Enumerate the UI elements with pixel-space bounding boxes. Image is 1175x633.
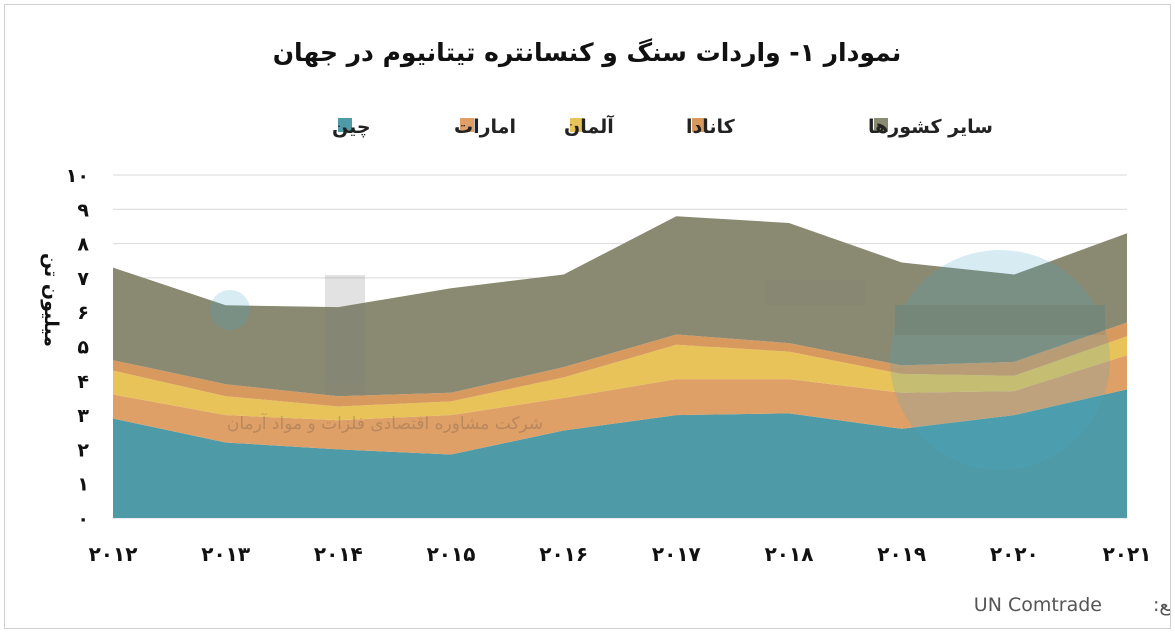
x-tick-label: ۲۰۱۵ [427, 542, 476, 566]
watermark-stroke-2 [765, 280, 865, 305]
legend-item: سایر کشورها [868, 116, 993, 138]
legend-label: آلمان [564, 114, 614, 138]
source-note: UN Comtrade منبع: [974, 594, 1175, 616]
legend-label: سایر کشورها [868, 116, 993, 138]
legend-item: چین [332, 116, 371, 138]
x-tick-label: ۲۰۱۹ [877, 542, 926, 566]
area-series-4 [113, 216, 1127, 397]
watermark-bar [895, 305, 1105, 335]
y-tick-label: ۹ [77, 199, 89, 221]
y-tick-label: ۳ [77, 405, 89, 427]
watermark-dot [210, 290, 250, 330]
chart-frame: نمودار ۱- واردات سنگ و کنسانتره تیتانیوم… [4, 4, 1175, 629]
y-tick-label: ۷ [77, 268, 89, 290]
watermark-logo: شرکت مشاوره اقتصادی فلزات و مواد آرمان [210, 250, 1110, 470]
y-tick-label: ۴ [77, 371, 89, 393]
area-series-2 [113, 336, 1127, 421]
legend-swatch [570, 118, 584, 132]
legend-label: کانادا [686, 116, 736, 138]
watermark-circle [890, 250, 1110, 470]
source-label: منبع: [1153, 594, 1170, 616]
legend-swatch [874, 118, 888, 132]
x-tick-label: ۲۰۲۱ [1103, 542, 1152, 566]
x-tick-label: ۲۰۱۷ [652, 542, 701, 566]
x-axis-ticks: ۲۰۱۲ ۲۰۱۳ ۲۰۱۴ ۲۰۱۵ ۲۰۱۶ ۲۰۱۷ ۲۰۱۸ ۲۰۱۹ ۲۰۲۰ ۲۰۲۱ [89, 542, 1152, 566]
watermark-stroke [325, 275, 365, 395]
legend-item: کانادا [686, 116, 736, 138]
y-tick-label: ۰ [77, 508, 89, 530]
y-tick-label: ۱ [77, 474, 89, 496]
series-areas [113, 216, 1127, 518]
x-tick-label: ۲۰۱۳ [201, 542, 250, 566]
area-chart: نمودار ۱- واردات سنگ و کنسانتره تیتانیوم… [40, 38, 1175, 616]
y-tick-label: ۱۰ [66, 165, 89, 187]
chart-legend: سایر کشورها کانادا آلمان امارات چین [332, 114, 993, 138]
area-series-0 [113, 389, 1127, 518]
y-tick-label: ۸ [77, 234, 89, 256]
area-series-1 [113, 355, 1127, 455]
x-tick-label: ۲۰۱۴ [314, 542, 363, 566]
y-tick-label: ۶ [77, 302, 89, 324]
y-tick-label: ۲ [77, 439, 89, 461]
source-value: UN Comtrade [974, 594, 1102, 616]
legend-item: امارات [454, 116, 516, 138]
watermark-subtitle: شرکت مشاوره اقتصادی فلزات و مواد آرمان [227, 412, 543, 434]
x-tick-label: ۲۰۱۲ [89, 542, 138, 566]
y-axis-label: میلیون تن [40, 253, 62, 347]
x-tick-label: ۲۰۱۸ [765, 542, 814, 566]
y-tick-label: ۵ [77, 337, 89, 359]
legend-swatch [460, 118, 474, 132]
legend-item: آلمان [564, 114, 614, 138]
legend-label: امارات [454, 116, 516, 138]
chart-title: نمودار ۱- واردات سنگ و کنسانتره تیتانیوم… [273, 38, 902, 68]
x-tick-label: ۲۰۲۰ [990, 542, 1039, 566]
legend-swatch [338, 118, 352, 132]
x-tick-label: ۲۰۱۶ [539, 542, 588, 566]
y-axis-ticks: ۰ ۱ ۲ ۳ ۴ ۵ ۶ ۷ ۸ ۹ ۱۰ [66, 165, 90, 530]
legend-swatch [692, 118, 706, 132]
legend-label: چین [332, 116, 371, 138]
